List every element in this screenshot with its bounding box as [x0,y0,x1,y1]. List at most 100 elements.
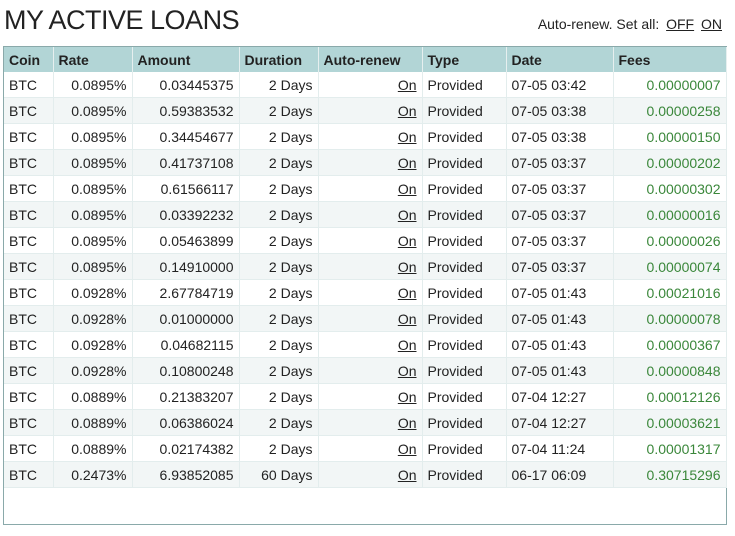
cell-coin: BTC [4,357,54,384]
cell-fees: 0.00001317 [613,435,727,462]
table-row: BTC 0.0895% 0.03392232 2 Days On Provided 07-0… [4,201,727,228]
table-header: Coin Rate Amount Duration Auto-renew Type Date… [4,47,727,72]
cell-type: Provided [422,331,507,358]
table-row: BTC 0.0895% 0.03445375 2 Days On Provided 07-0… [4,72,727,98]
cell-duration: 2 Days [239,227,319,254]
cell-coin: BTC [4,149,54,176]
cell-duration: 2 Days [239,435,319,462]
auto-renew-toggle-link[interactable]: On [397,128,417,145]
auto-renew-toggle-link[interactable]: On [397,232,417,249]
cell-auto-renew: On [318,409,423,436]
column-header-date[interactable]: Date [506,47,614,72]
cell-rate: 0.0895% [53,123,133,150]
cell-auto-renew: On [318,461,423,488]
column-header-rate[interactable]: Rate [53,47,133,72]
auto-renew-toggle-link[interactable]: On [397,310,417,327]
cell-auto-renew: On [318,97,423,124]
cell-auto-renew: On [318,305,423,332]
cell-coin: BTC [4,331,54,358]
cell-rate: 0.0895% [53,175,133,202]
cell-coin: BTC [4,72,54,98]
cell-amount: 0.03392232 [132,201,240,228]
cell-date: 07-05 01:43 [506,331,614,358]
column-header-type[interactable]: Type [422,47,507,72]
cell-rate: 0.2473% [53,461,133,488]
cell-fees: 0.00000078 [613,305,727,332]
cell-type: Provided [422,461,507,488]
cell-rate: 0.0895% [53,72,133,98]
cell-rate: 0.0889% [53,383,133,410]
auto-renew-toggle-link[interactable]: On [397,440,417,457]
auto-renew-toggle-link[interactable]: On [397,336,417,353]
auto-renew-toggle-link[interactable]: On [397,284,417,301]
column-header-duration[interactable]: Duration [239,47,319,72]
cell-duration: 2 Days [239,383,319,410]
auto-renew-toggle-link[interactable]: On [397,154,417,171]
table-row: BTC 0.0889% 0.06386024 2 Days On Provided 07-0… [4,409,727,436]
table-row: BTC 0.0928% 0.04682115 2 Days On Provided 07-0… [4,331,727,358]
cell-fees: 0.00000007 [613,72,727,98]
cell-duration: 2 Days [239,279,319,306]
column-header-auto-renew[interactable]: Auto-renew [318,47,423,72]
cell-date: 07-05 03:37 [506,201,614,228]
cell-amount: 0.34454677 [132,123,240,150]
cell-amount: 0.04682115 [132,331,240,358]
cell-date: 06-17 06:09 [506,461,614,488]
cell-date: 07-05 03:38 [506,123,614,150]
column-header-coin[interactable]: Coin [4,47,54,72]
loans-table: Coin Rate Amount Duration Auto-renew Type Date… [4,47,727,488]
cell-fees: 0.00000302 [613,175,727,202]
cell-type: Provided [422,175,507,202]
cell-auto-renew: On [318,201,423,228]
cell-coin: BTC [4,175,54,202]
auto-renew-toggle-link[interactable]: On [397,414,417,431]
column-header-fees[interactable]: Fees [613,47,727,72]
auto-renew-toggle-link[interactable]: On [397,362,417,379]
table-row: BTC 0.0895% 0.05463899 2 Days On Provided 07-0… [4,227,727,254]
cell-duration: 2 Days [239,97,319,124]
cell-date: 07-05 01:43 [506,279,614,306]
table-row: BTC 0.0895% 0.61566117 2 Days On Provided 07-0… [4,175,727,202]
cell-fees: 0.00000258 [613,97,727,124]
cell-date: 07-05 03:37 [506,253,614,280]
auto-renew-toggle-link[interactable]: On [397,102,417,119]
cell-fees: 0.30715296 [613,461,727,488]
cell-duration: 2 Days [239,175,319,202]
cell-fees: 0.00000016 [613,201,727,228]
cell-coin: BTC [4,305,54,332]
set-all-off-link[interactable]: OFF [666,16,695,32]
cell-duration: 2 Days [239,305,319,332]
cell-duration: 60 Days [239,461,319,488]
cell-rate: 0.0928% [53,305,133,332]
cell-type: Provided [422,279,507,306]
column-header-amount[interactable]: Amount [132,47,240,72]
cell-duration: 2 Days [239,201,319,228]
cell-coin: BTC [4,253,54,280]
auto-renew-toggle-link[interactable]: On [397,180,417,197]
auto-renew-toggle-link[interactable]: On [397,76,417,93]
cell-amount: 0.02174382 [132,435,240,462]
table-row: BTC 0.0895% 0.14910000 2 Days On Provided 07-0… [4,253,727,280]
cell-duration: 2 Days [239,123,319,150]
auto-renew-toggle-link[interactable]: On [397,466,417,483]
cell-type: Provided [422,305,507,332]
cell-rate: 0.0928% [53,357,133,384]
auto-renew-toggle-link[interactable]: On [397,258,417,275]
cell-auto-renew: On [318,227,423,254]
cell-auto-renew: On [318,72,423,98]
cell-amount: 0.05463899 [132,227,240,254]
auto-renew-toggle-link[interactable]: On [397,388,417,405]
cell-type: Provided [422,435,507,462]
auto-renew-toggle-link[interactable]: On [397,206,417,223]
cell-amount: 0.14910000 [132,253,240,280]
cell-duration: 2 Days [239,409,319,436]
cell-date: 07-05 03:42 [506,72,614,98]
cell-amount: 0.03445375 [132,72,240,98]
cell-rate: 0.0928% [53,331,133,358]
autorenew-set-all: Auto-renew. Set all: OFF ON [538,16,722,32]
set-all-on-link[interactable]: ON [701,16,722,32]
table-row: BTC 0.0928% 0.10800248 2 Days On Provided 07-0… [4,357,727,384]
cell-duration: 2 Days [239,253,319,280]
cell-coin: BTC [4,227,54,254]
cell-type: Provided [422,253,507,280]
